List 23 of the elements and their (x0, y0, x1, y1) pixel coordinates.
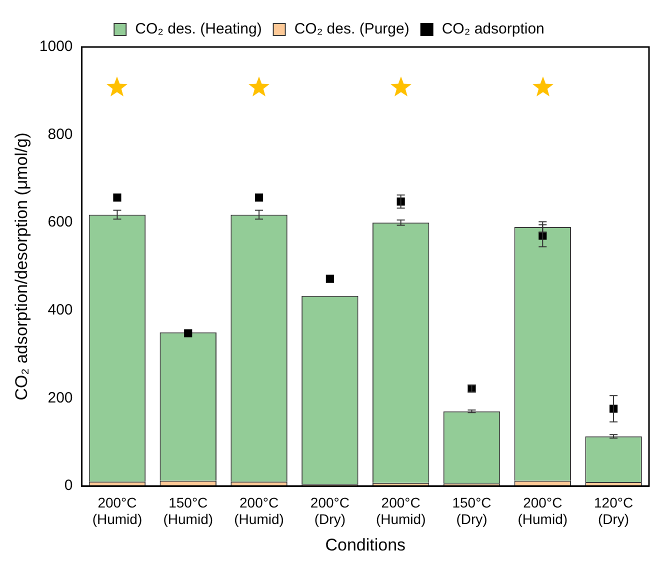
y-tick-label: 0 (64, 477, 73, 494)
point (113, 194, 122, 202)
x-axis-title: Conditions (325, 535, 406, 554)
point (254, 194, 264, 202)
y-tick-label: 400 (48, 302, 73, 319)
x-tick-label: 200°C (Humid) (92, 494, 142, 528)
legend-label: CO₂ des. (Heating) (135, 20, 262, 38)
x-tick-label: 120°C (Dry) (594, 494, 634, 528)
y-tick-label: 600 (48, 214, 73, 231)
y-axis-title: CO₂ adsorption/desorption (μmol/g) (12, 132, 31, 400)
legend-label: CO₂ des. (Purge) (294, 20, 410, 38)
x-tick-label: 150°C (Humid) (163, 494, 214, 528)
x-tick-label: 200°C (Humid) (518, 494, 568, 528)
point (184, 329, 192, 338)
y-tick-label: 200 (48, 389, 73, 406)
x-tick-label: 200°C (Humid) (376, 494, 426, 528)
y-tick-label: 800 (48, 126, 73, 143)
point (326, 274, 334, 283)
x-tick-label: 200°C (Humid) (234, 494, 284, 528)
x-tick-label: 150°C (Dry) (452, 494, 492, 528)
legend-label: CO₂ adsorption (442, 20, 544, 38)
x-tick-label: 200°C (Dry) (310, 494, 350, 528)
y-tick-label: 1000 (39, 38, 73, 56)
